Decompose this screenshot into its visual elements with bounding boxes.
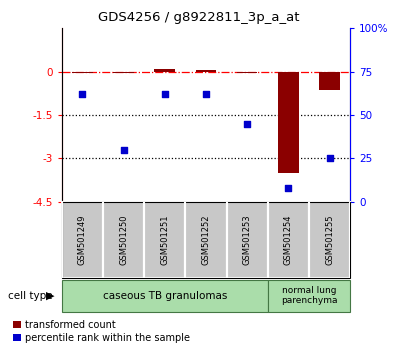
Text: GSM501249: GSM501249 [78,215,87,265]
Bar [62,280,268,312]
Text: normal lung
parenchyma: normal lung parenchyma [281,286,337,305]
Text: GSM501250: GSM501250 [119,215,128,265]
Text: GSM501251: GSM501251 [160,215,169,265]
Text: GSM501253: GSM501253 [243,215,252,265]
Text: ▶: ▶ [46,291,54,301]
Bar [268,202,309,278]
Bar [319,72,340,91]
Bar [278,72,299,173]
Bar [226,202,268,278]
Bar [309,202,350,278]
Point [79,91,86,97]
Text: GSM501255: GSM501255 [325,215,334,265]
Point [162,91,168,97]
Text: caseous TB granulomas: caseous TB granulomas [103,291,227,301]
Legend: transformed count, percentile rank within the sample: transformed count, percentile rank withi… [13,320,191,343]
Point [244,121,250,127]
Bar [237,72,258,73]
Bar [144,202,185,278]
Text: GDS4256 / g8922811_3p_a_at: GDS4256 / g8922811_3p_a_at [98,11,300,24]
Point [285,185,292,191]
Text: GSM501252: GSM501252 [201,215,211,265]
Bar [113,72,134,73]
Text: GSM501254: GSM501254 [284,215,293,265]
Point [326,156,333,161]
Bar [185,202,226,278]
Bar [103,202,144,278]
Bar [268,280,350,312]
Point [120,147,127,153]
Bar [154,69,175,72]
Point [203,91,209,97]
Text: cell type: cell type [8,291,53,301]
Bar [62,202,103,278]
Bar [196,70,216,72]
Bar [72,72,93,73]
